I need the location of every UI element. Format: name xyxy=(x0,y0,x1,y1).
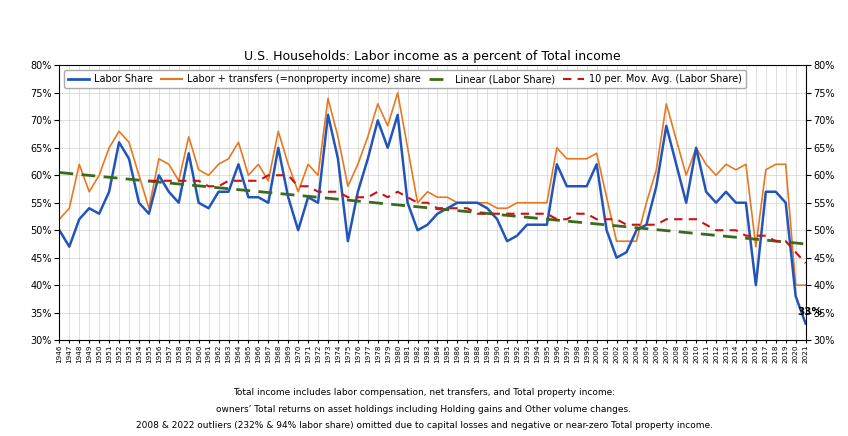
Text: 33%: 33% xyxy=(798,307,823,317)
Text: 2008 & 2022 outliers (232% & 94% labor share) omitted due to capital losses and : 2008 & 2022 outliers (232% & 94% labor s… xyxy=(136,421,712,430)
Text: owners’ Total returns on asset holdings including Holding gains and Other volume: owners’ Total returns on asset holdings … xyxy=(216,405,632,414)
Title: U.S. Households: Labor income as a percent of Total income: U.S. Households: Labor income as a perce… xyxy=(244,50,621,63)
Text: Total income includes labor compensation, net transfers, and Total property inco: Total income includes labor compensation… xyxy=(233,388,615,397)
Legend: Labor Share, Labor + transfers (=nonproperty income) share, Linear (Labor Share): Labor Share, Labor + transfers (=nonprop… xyxy=(64,70,746,88)
